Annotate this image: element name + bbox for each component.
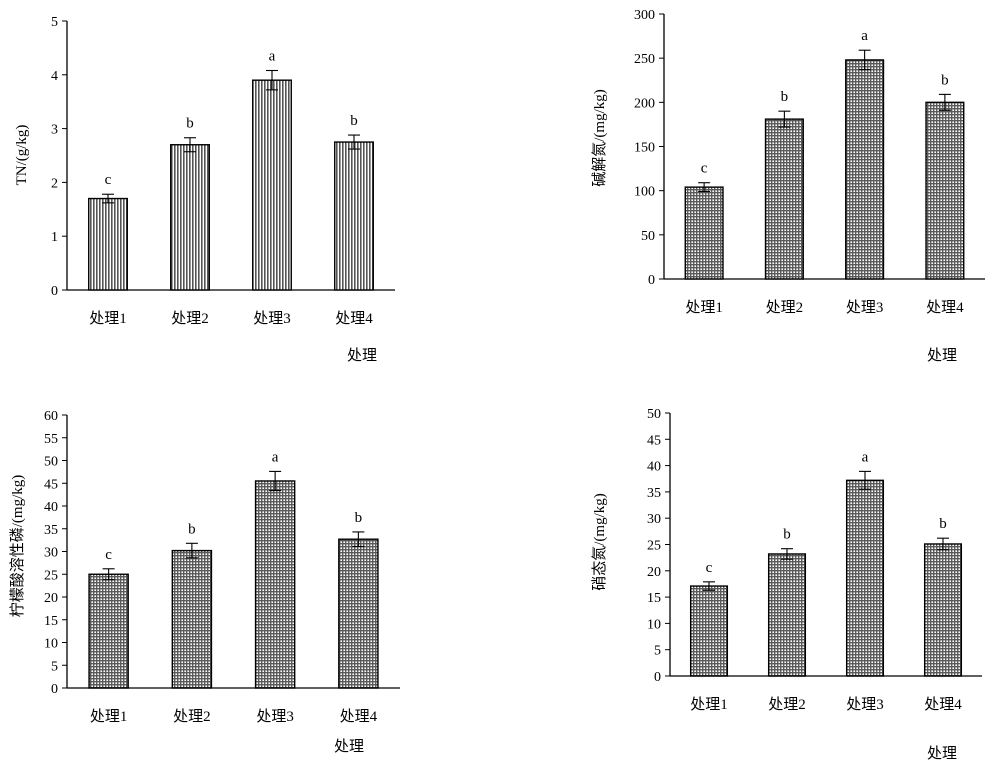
y-tick-label: 50 <box>44 455 58 470</box>
x-axis-title: 处理 <box>927 347 957 364</box>
significance-letter: b <box>186 116 194 132</box>
x-tick-label: 处理3 <box>846 696 884 713</box>
significance-letter: c <box>706 560 713 576</box>
y-tick-label: 4 <box>51 69 58 84</box>
bar-4 <box>334 141 374 291</box>
bar-2 <box>171 549 213 689</box>
y-tick-label: 5 <box>51 15 58 30</box>
bar-2 <box>764 118 804 280</box>
bar-1 <box>689 585 729 677</box>
y-tick-label: 5 <box>654 644 661 659</box>
y-tick-label: 55 <box>44 432 58 447</box>
y-tick-label: 20 <box>44 591 58 606</box>
y-tick-label: 0 <box>51 284 58 299</box>
y-tick-label: 20 <box>647 565 661 580</box>
y-tick-label: 25 <box>44 568 58 583</box>
significance-letter: c <box>701 161 708 177</box>
x-axis-title: 处理 <box>347 347 377 364</box>
y-tick-label: 50 <box>647 407 661 422</box>
y-tick-label: 250 <box>634 52 655 67</box>
chart-4: 0 5 10 15 20 25 30 35 40 45 50 c 处理1 b 处理2 a 处理3 b 处理4 处理 硝态… <box>591 407 982 762</box>
x-tick-label: 处理1 <box>89 310 127 327</box>
significance-letter: b <box>350 113 358 129</box>
y-tick-label: 35 <box>44 523 58 538</box>
x-tick-label: 处理4 <box>926 299 964 316</box>
bar-2 <box>767 553 807 677</box>
y-tick-label: 60 <box>44 409 58 424</box>
y-tick-label: 150 <box>634 141 655 156</box>
bar-2 <box>170 144 210 291</box>
y-tick-label: 45 <box>647 433 661 448</box>
y-tick-label: 5 <box>51 659 58 674</box>
y-tick-label: 30 <box>647 512 661 527</box>
y-tick-label: 30 <box>44 546 58 561</box>
y-tick-label: 45 <box>44 477 58 492</box>
y-tick-label: 50 <box>641 229 655 244</box>
significance-letter: b <box>188 521 196 537</box>
y-tick-label: 15 <box>647 591 661 606</box>
y-tick-label: 100 <box>634 185 655 200</box>
x-tick-label: 处理1 <box>685 299 723 316</box>
y-axis-title: 碱解氮/(mg/kg) <box>591 89 608 187</box>
x-tick-label: 处理3 <box>253 310 291 327</box>
x-axis-title: 处理 <box>927 745 957 762</box>
x-tick-label: 处理2 <box>766 299 804 316</box>
y-tick-label: 3 <box>51 123 58 138</box>
bar-1 <box>88 197 128 291</box>
x-tick-label: 处理4 <box>340 708 378 725</box>
significance-letter: a <box>861 28 868 44</box>
x-tick-label: 处理2 <box>171 310 209 327</box>
x-tick-label: 处理4 <box>335 310 373 327</box>
bar-3 <box>845 59 885 280</box>
significance-letter: b <box>355 510 363 526</box>
y-tick-label: 1 <box>51 230 58 245</box>
significance-letter: c <box>105 172 112 188</box>
significance-letter: b <box>941 72 949 88</box>
bar-4 <box>925 101 965 280</box>
x-tick-label: 处理1 <box>690 696 728 713</box>
bar-3 <box>254 480 296 689</box>
significance-letter: a <box>269 48 276 64</box>
y-tick-label: 15 <box>44 614 58 629</box>
y-axis-title: 硝态氮/(mg/kg) <box>591 493 608 591</box>
x-tick-label: 处理2 <box>768 696 806 713</box>
y-tick-label: 10 <box>44 637 58 652</box>
bar-4 <box>923 543 963 677</box>
y-tick-label: 40 <box>647 460 661 475</box>
bar-3 <box>252 79 292 291</box>
x-tick-label: 处理1 <box>90 708 128 725</box>
y-tick-label: 0 <box>51 682 58 697</box>
y-tick-label: 35 <box>647 486 661 501</box>
y-tick-label: 40 <box>44 500 58 515</box>
bar-1 <box>88 573 129 689</box>
significance-letter: b <box>781 89 789 105</box>
y-tick-label: 2 <box>51 176 58 191</box>
x-tick-label: 处理3 <box>846 299 884 316</box>
chart-2: 0 50 100 150 200 250 300 c 处理1 b 处理2 a 处理3 b 处理4 处理 碱解氮/… <box>591 8 985 364</box>
y-tick-label: 200 <box>634 96 655 111</box>
significance-letter: a <box>862 449 869 465</box>
chart-1: 0 1 2 3 4 5 c 处理1 b 处理2 a 处理3 b 处理4 处理 TN/(g/kg) <box>14 15 395 364</box>
y-tick-label: 10 <box>647 617 661 632</box>
significance-letter: b <box>939 516 947 532</box>
significance-letter: b <box>783 527 791 543</box>
x-axis-title: 处理 <box>334 738 364 755</box>
y-axis-title: 柠檬酸溶性磷/(mg/kg) <box>9 475 26 618</box>
bar-4 <box>338 538 379 689</box>
significance-letter: a <box>272 449 279 465</box>
x-tick-label: 处理3 <box>256 708 294 725</box>
bar-1 <box>684 186 724 280</box>
y-tick-label: 300 <box>634 8 655 23</box>
x-tick-label: 处理2 <box>173 708 211 725</box>
bar-3 <box>845 479 885 677</box>
chart-3: 0 5 10 15 20 25 30 35 40 45 50 55 60 c 处理1 b 处理2 a 处理3 b 处理4… <box>9 409 400 755</box>
y-axis-title: TN/(g/kg) <box>14 125 30 186</box>
y-tick-label: 25 <box>647 539 661 554</box>
y-tick-label: 0 <box>648 273 655 288</box>
significance-letter: c <box>105 547 112 563</box>
y-tick-label: 0 <box>654 670 661 685</box>
x-tick-label: 处理4 <box>924 696 962 713</box>
